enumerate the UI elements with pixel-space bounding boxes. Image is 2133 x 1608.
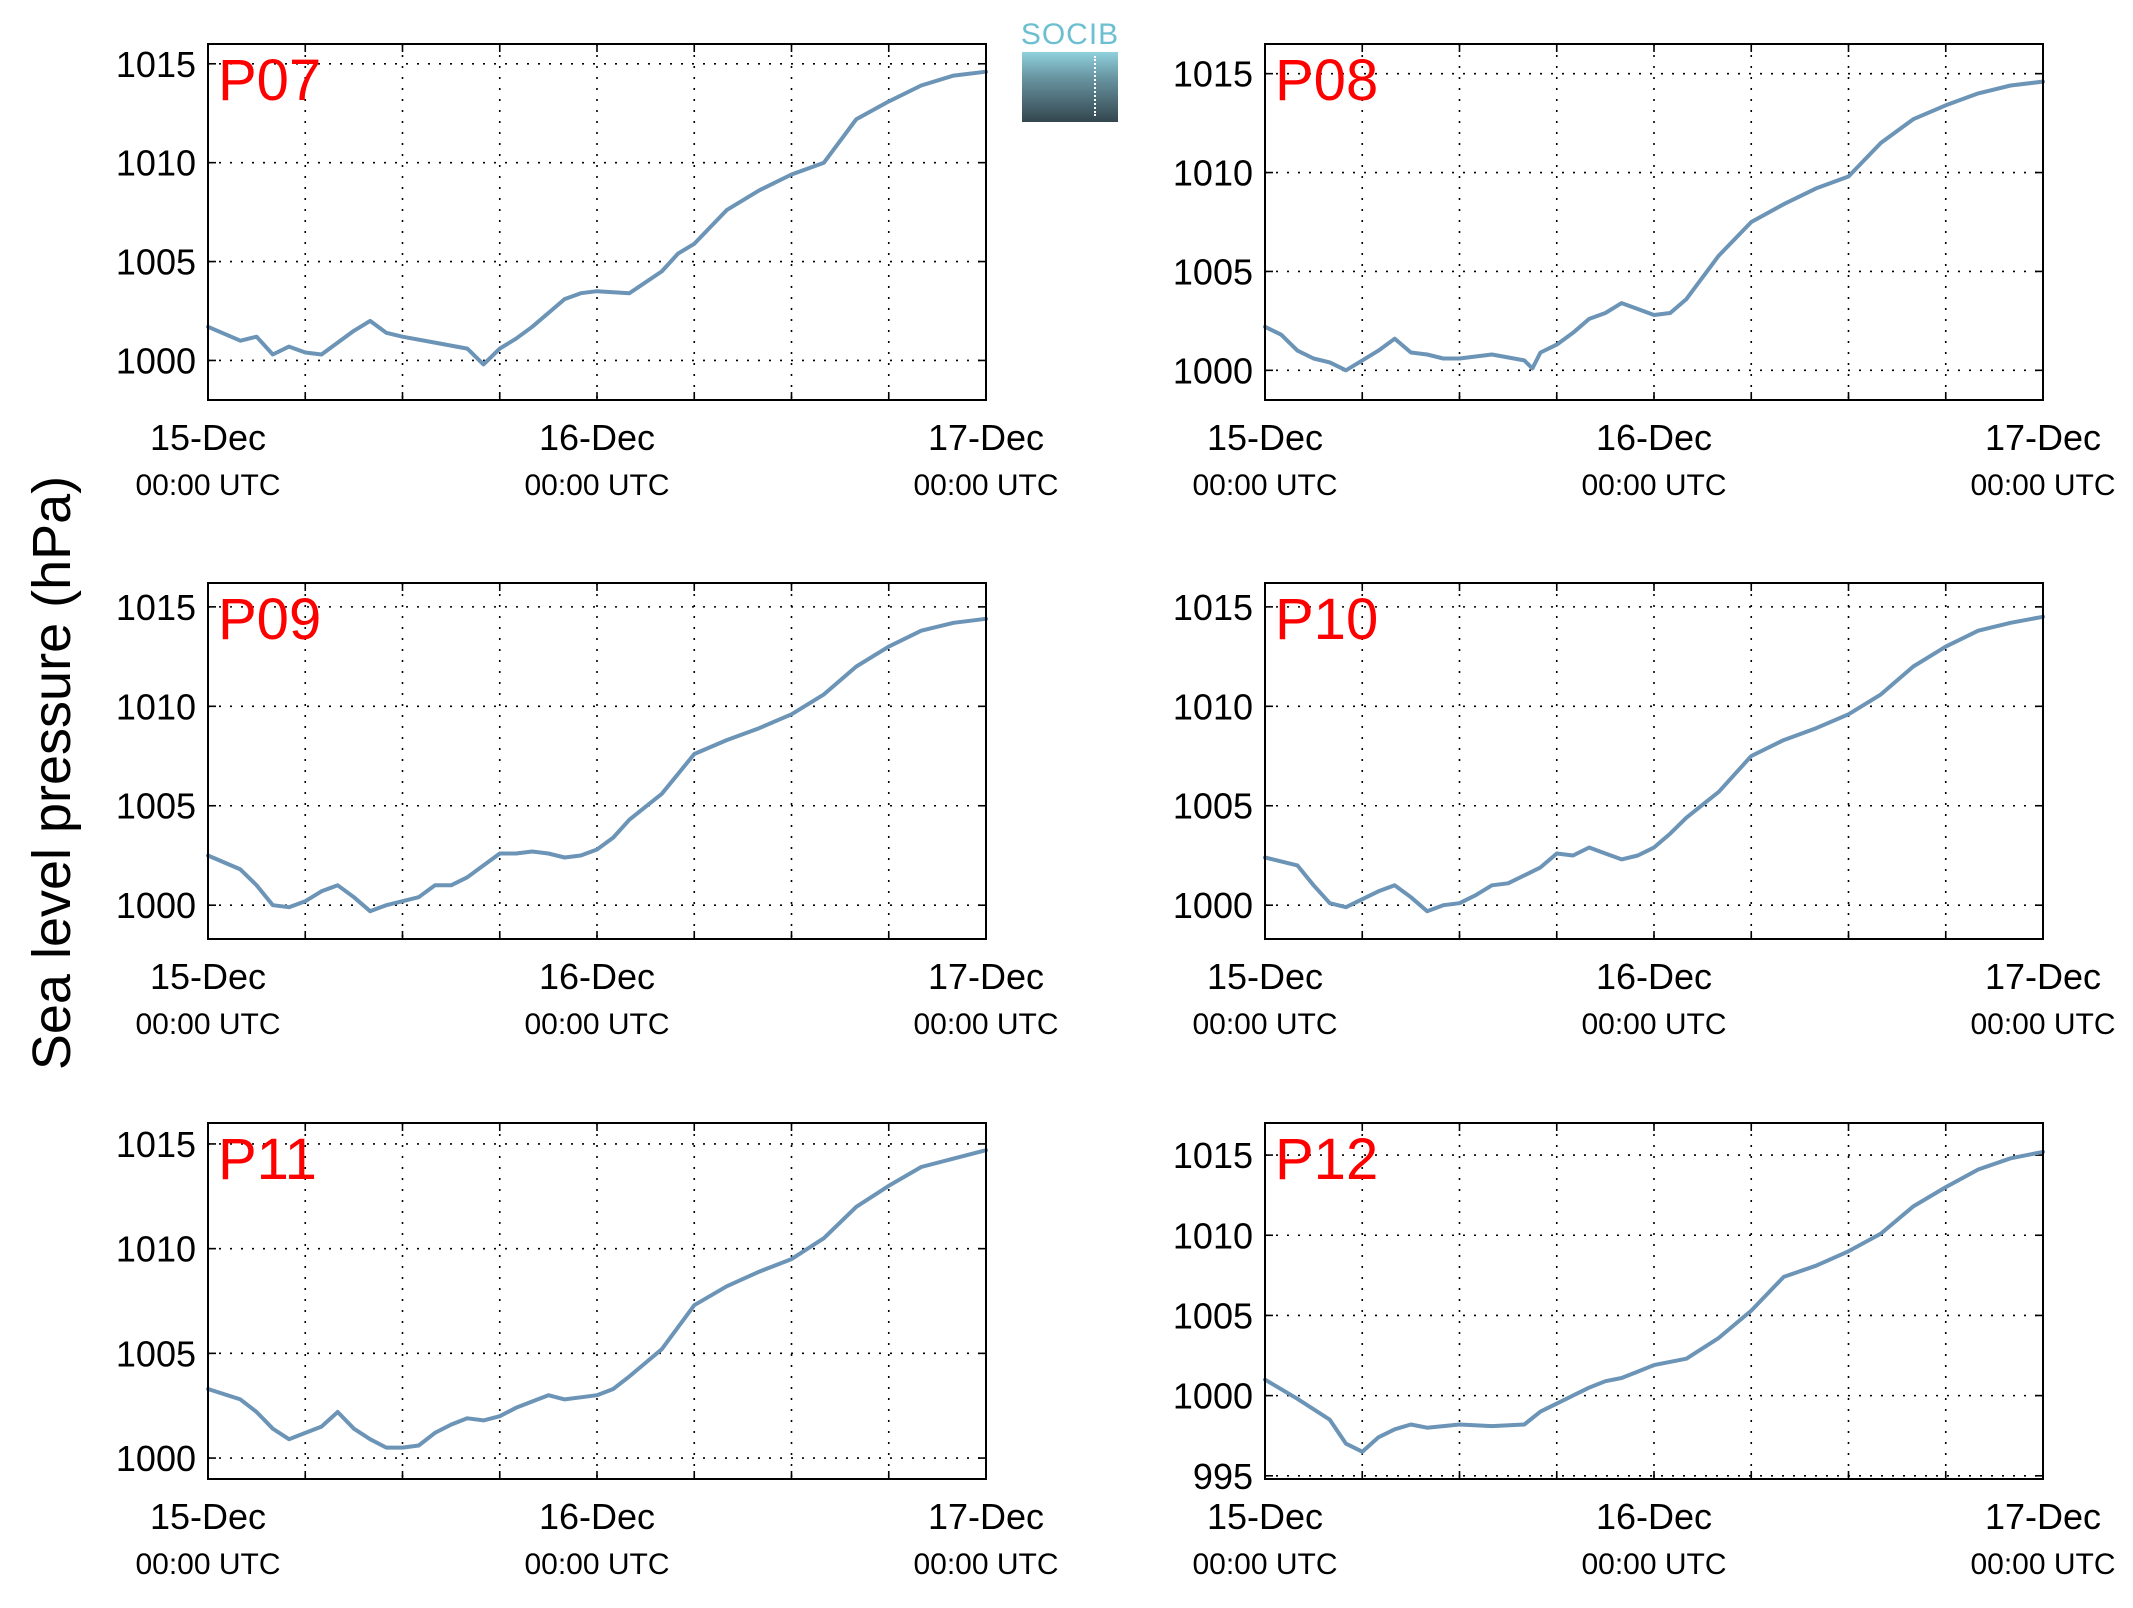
chart-p08-xtick-date: 15-Dec	[1207, 417, 1323, 458]
chart-p11-axes-frame	[207, 1122, 987, 1480]
chart-p12-xtick-date: 16-Dec	[1596, 1496, 1712, 1537]
chart-p10-xtick-date: 16-Dec	[1596, 956, 1712, 997]
socib-logo-text: SOCIB	[1020, 18, 1120, 51]
chart-p10-ytick-label: 1010	[1173, 686, 1253, 727]
chart-p07-ytick-label: 1005	[116, 242, 196, 283]
chart-p10-station-label: P10	[1275, 587, 1378, 652]
chart-p08-ytick-label: 1005	[1173, 251, 1253, 292]
chart-p07-xtick-date: 15-Dec	[150, 417, 266, 458]
socib-logo-mark	[1022, 52, 1118, 122]
chart-p09-ytick-label: 1005	[116, 786, 196, 827]
chart-p09-station-label: P09	[218, 587, 321, 652]
chart-p12-xtick-date: 15-Dec	[1207, 1496, 1323, 1537]
chart-p09-xtick-time: 00:00 UTC	[913, 1008, 1058, 1041]
chart-p07-panel: 1000 1005 1010 1015 15-Dec 00:00 UTC 16-Dec 00:…	[116, 43, 1059, 502]
chart-p11-ytick-label: 1005	[116, 1333, 196, 1374]
chart-p09-panel: 1000 1005 1010 1015 15-Dec 00:00 UTC 16-Dec 00:…	[116, 582, 1059, 1041]
chart-p11-ytick-label: 1015	[116, 1124, 196, 1165]
chart-p12-ytick-label: 1010	[1173, 1215, 1253, 1256]
chart-p07-station-label: P07	[218, 48, 321, 113]
chart-p12-ytick-label: 1000	[1173, 1376, 1253, 1417]
chart-p11-series-line	[206, 1148, 988, 1450]
chart-p12-xtick-date: 17-Dec	[1985, 1496, 2101, 1537]
chart-p10-ytick-label: 1005	[1173, 786, 1253, 827]
chart-p10-ytick-label: 1015	[1173, 587, 1253, 628]
chart-p10-xtick-date: 15-Dec	[1207, 956, 1323, 997]
chart-p08-xtick-time: 00:00 UTC	[1970, 469, 2115, 502]
chart-p09-xtick-time: 00:00 UTC	[524, 1008, 669, 1041]
chart-p08-series-line	[1263, 79, 2045, 373]
chart-p12-ytick-label: 1005	[1173, 1295, 1253, 1336]
chart-p07-series-line	[206, 69, 988, 367]
chart-p12-series-line	[1263, 1149, 2045, 1454]
figure-ylabel: Sea level pressure (hPa)	[22, 476, 82, 1070]
chart-p10-xtick-time: 00:00 UTC	[1970, 1008, 2115, 1041]
chart-p12-axes-frame	[1264, 1122, 2044, 1480]
chart-p09-axes-frame	[207, 582, 987, 940]
chart-p08-xtick-time: 00:00 UTC	[1581, 469, 1726, 502]
chart-p07-ytick-label: 1000	[116, 340, 196, 381]
chart-p08-ytick-label: 1010	[1173, 153, 1253, 194]
chart-p11-xtick-date: 17-Dec	[928, 1496, 1044, 1537]
chart-p10-ytick-label: 1000	[1173, 885, 1253, 926]
chart-p07-xtick-date: 17-Dec	[928, 417, 1044, 458]
chart-p08-xtick-date: 17-Dec	[1985, 417, 2101, 458]
chart-p10-xtick-time: 00:00 UTC	[1192, 1008, 1337, 1041]
chart-p12-xtick-time: 00:00 UTC	[1192, 1548, 1337, 1581]
chart-p10-xtick-date: 17-Dec	[1985, 956, 2101, 997]
chart-p09-ytick-label: 1010	[116, 686, 196, 727]
chart-p12-ytick-label: 995	[1193, 1456, 1253, 1497]
chart-p09-ytick-label: 1015	[116, 587, 196, 628]
chart-p07-ytick-label: 1015	[116, 44, 196, 85]
chart-p11-xtick-time: 00:00 UTC	[135, 1548, 280, 1581]
chart-p08-xtick-date: 16-Dec	[1596, 417, 1712, 458]
chart-p11-panel: 1000 1005 1010 1015 15-Dec 00:00 UTC 16-Dec 00:…	[116, 1122, 1059, 1581]
chart-p11-ytick-label: 1010	[116, 1229, 196, 1270]
chart-p11-xtick-date: 16-Dec	[539, 1496, 655, 1537]
chart-p09-xtick-date: 17-Dec	[928, 956, 1044, 997]
chart-p09-xtick-date: 15-Dec	[150, 956, 266, 997]
chart-p09-xtick-date: 16-Dec	[539, 956, 655, 997]
chart-p08-panel: 1000 1005 1010 1015 15-Dec 00:00 UTC 16-Dec 00:…	[1173, 43, 2116, 502]
chart-p11-xtick-date: 15-Dec	[150, 1496, 266, 1537]
chart-p11-xtick-time: 00:00 UTC	[524, 1548, 669, 1581]
chart-p07-axes-frame	[207, 43, 987, 401]
chart-p12-panel: 995 1000 1005 1010 1015 15-Dec 00:00 UTC 16-Dec…	[1173, 1122, 2116, 1581]
socib-logo: SOCIB	[1020, 18, 1120, 122]
chart-p12-xtick-time: 00:00 UTC	[1581, 1548, 1726, 1581]
chart-p10-axes-frame	[1264, 582, 2044, 940]
chart-p07-xtick-time: 00:00 UTC	[135, 469, 280, 502]
chart-p07-xtick-time: 00:00 UTC	[913, 469, 1058, 502]
chart-p11-ytick-label: 1000	[116, 1438, 196, 1479]
chart-p08-axes-frame	[1264, 43, 2044, 401]
chart-p09-xtick-time: 00:00 UTC	[135, 1008, 280, 1041]
panels: 1000 1005 1010 1015 15-Dec 00:00 UTC 16-Dec 00:…	[116, 43, 2116, 1581]
chart-p07-ytick-label: 1010	[116, 143, 196, 184]
chart-p08-xtick-time: 00:00 UTC	[1192, 469, 1337, 502]
chart-p07-xtick-time: 00:00 UTC	[524, 469, 669, 502]
chart-p08-ytick-label: 1015	[1173, 54, 1253, 95]
chart-p12-station-label: P12	[1275, 1127, 1378, 1192]
chart-p12-xtick-time: 00:00 UTC	[1970, 1548, 2115, 1581]
chart-p10-series-line	[1263, 614, 2045, 914]
chart-p12-ytick-label: 1015	[1173, 1135, 1253, 1176]
chart-p10-panel: 1000 1005 1010 1015 15-Dec 00:00 UTC 16-Dec 00:…	[1173, 582, 2116, 1041]
chart-p07-xtick-date: 16-Dec	[539, 417, 655, 458]
chart-p11-xtick-time: 00:00 UTC	[913, 1548, 1058, 1581]
chart-p11-station-label: P11	[218, 1127, 317, 1192]
chart-p08-station-label: P08	[1275, 48, 1378, 113]
chart-p08-ytick-label: 1000	[1173, 350, 1253, 391]
chart-p09-ytick-label: 1000	[116, 885, 196, 926]
chart-p10-xtick-time: 00:00 UTC	[1581, 1008, 1726, 1041]
chart-p09-series-line	[206, 616, 988, 914]
